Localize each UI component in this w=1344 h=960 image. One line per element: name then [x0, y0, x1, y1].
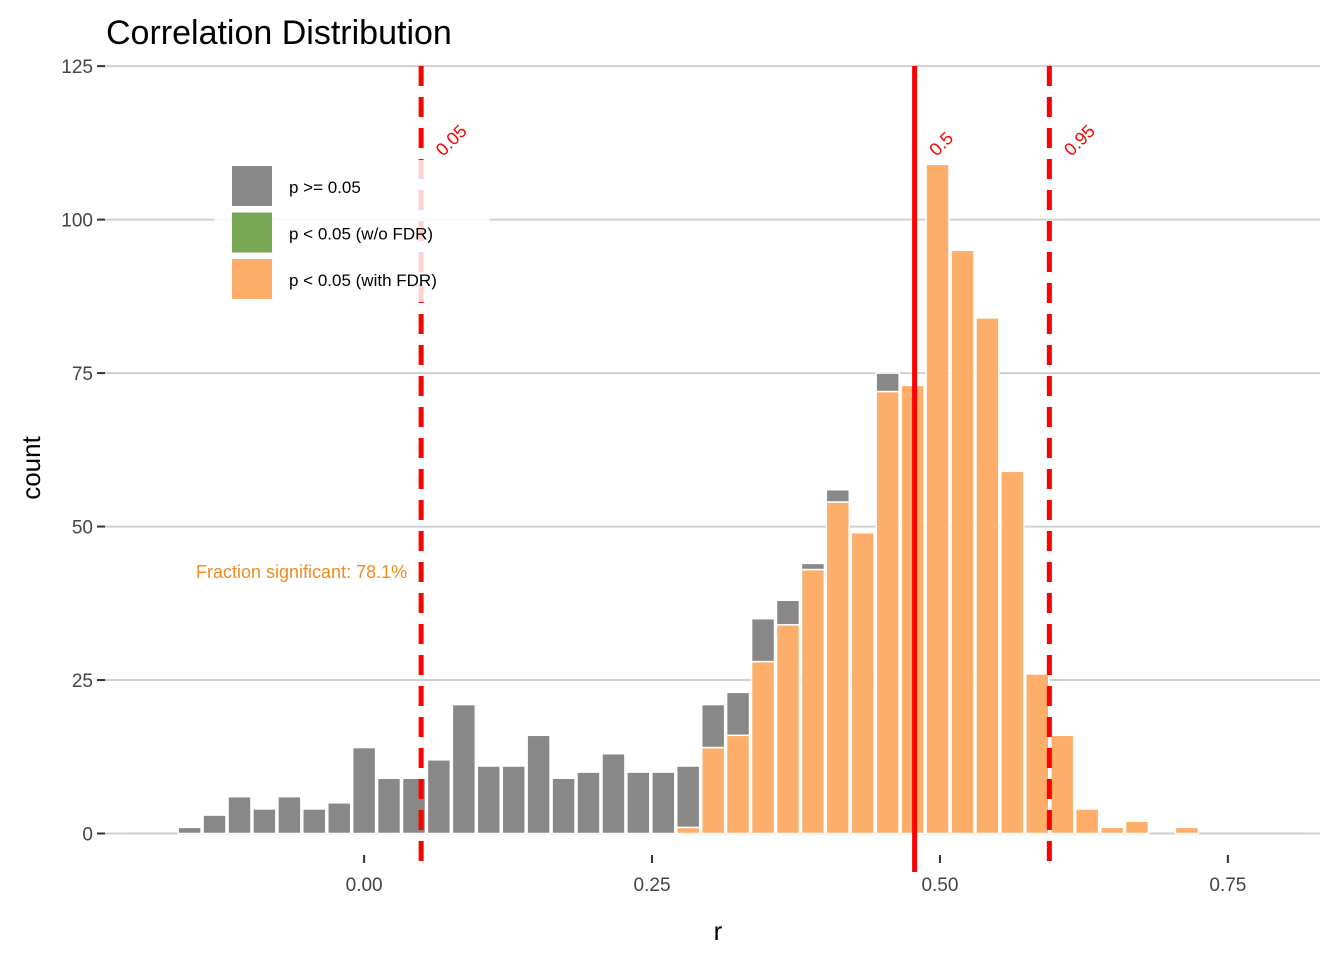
bar-not-significant — [277, 795, 302, 835]
bar-not-significant — [327, 802, 352, 835]
bar-fdr-significant — [675, 826, 701, 835]
bar-not-significant — [800, 562, 826, 571]
legend-swatch — [232, 212, 272, 253]
bar-not-significant — [725, 691, 751, 737]
bar-not-significant — [601, 752, 626, 835]
bar-not-significant — [351, 746, 377, 835]
legend-swatch — [232, 166, 272, 206]
reference-label-0.95: 0.95 — [1060, 121, 1099, 160]
bar-not-significant — [177, 826, 202, 835]
bar-fdr-significant — [850, 531, 876, 835]
bar-not-significant — [551, 777, 576, 835]
bar-fdr-significant — [800, 568, 826, 835]
bar-not-significant — [675, 765, 701, 829]
bar-fdr-significant — [1074, 808, 1100, 835]
bar-fdr-significant — [975, 317, 1000, 835]
bar-not-significant — [426, 759, 452, 835]
bar-fdr-significant — [925, 163, 950, 835]
legend-label: p < 0.05 (with FDR) — [289, 271, 437, 290]
reference-label-0.5: 0.5 — [925, 128, 957, 160]
bar-not-significant — [252, 808, 277, 835]
x-axis-label: r — [714, 916, 723, 946]
bar-fdr-significant — [750, 660, 776, 835]
reference-label-0.05: 0.05 — [432, 121, 471, 160]
bar-not-significant — [526, 734, 551, 835]
bar-fdr-significant — [1099, 826, 1125, 835]
y-tick-label: 75 — [72, 364, 93, 385]
bar-fdr-significant — [1174, 826, 1200, 835]
x-tick-label: 0.25 — [634, 875, 671, 896]
bar-fdr-significant — [875, 390, 900, 835]
bar-not-significant — [750, 617, 776, 663]
bar-not-significant — [875, 372, 900, 393]
legend-swatch — [232, 259, 272, 299]
legend-label: p >= 0.05 — [289, 178, 361, 197]
histogram-bars — [128, 163, 1309, 835]
bar-fdr-significant — [1000, 470, 1025, 835]
y-tick-label: 0 — [82, 825, 93, 846]
bar-fdr-significant — [825, 501, 851, 835]
y-tick-label: 50 — [72, 518, 93, 539]
bar-not-significant — [376, 777, 402, 835]
bar-fdr-significant — [775, 624, 801, 835]
bar-fdr-significant — [700, 746, 726, 835]
bar-not-significant — [227, 795, 252, 835]
bar-not-significant — [476, 765, 501, 835]
x-tick-label: 0.75 — [1209, 875, 1246, 896]
bar-not-significant — [825, 488, 851, 503]
bar-not-significant — [700, 703, 726, 749]
bar-not-significant — [651, 771, 676, 835]
bar-not-significant — [501, 765, 526, 835]
bar-not-significant — [451, 703, 477, 835]
y-tick-label: 100 — [61, 211, 93, 232]
y-axis-label: count — [16, 435, 46, 499]
y-axis-ticks: 0 25 50 75 100 125 — [61, 57, 105, 846]
x-axis-ticks: 0.00 0.25 0.50 0.75 — [346, 855, 1246, 896]
x-tick-label: 0.50 — [921, 875, 958, 896]
chart-title: Correlation Distribution — [106, 14, 452, 52]
bar-not-significant — [202, 814, 227, 835]
y-tick-label: 25 — [72, 671, 93, 692]
bar-not-significant — [302, 808, 327, 835]
bar-fdr-significant — [725, 734, 751, 835]
bar-not-significant — [576, 771, 601, 835]
legend-label: p < 0.05 (w/o FDR) — [289, 225, 433, 244]
bar-fdr-significant — [950, 249, 975, 835]
legend: p >= 0.05 p < 0.05 (w/o FDR) p < 0.05 (wit… — [214, 160, 490, 302]
x-tick-label: 0.00 — [346, 875, 383, 896]
y-tick-label: 125 — [61, 57, 93, 78]
bar-fdr-significant — [1124, 820, 1150, 835]
fraction-significant-annotation: Fraction significant: 78.1% — [196, 562, 407, 582]
bar-not-significant — [775, 599, 801, 626]
bar-fdr-significant — [1050, 734, 1075, 835]
bar-not-significant — [626, 771, 651, 835]
bar-fdr-significant — [1025, 673, 1050, 835]
